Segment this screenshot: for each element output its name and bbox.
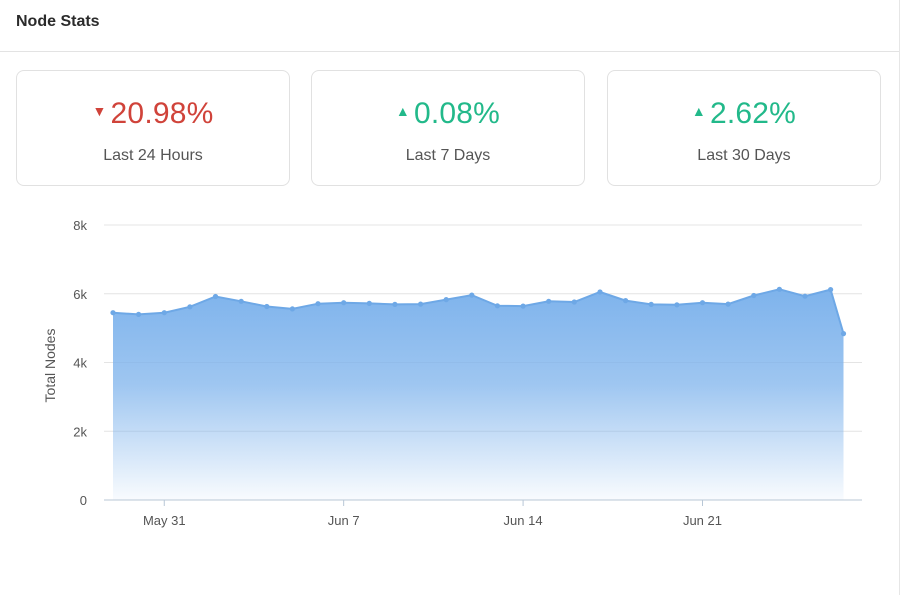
series-line	[112, 288, 845, 334]
stat-card-7d: ▲ 0.08% Last 7 Days	[311, 70, 585, 186]
y-tick-label: 6k	[73, 287, 87, 302]
panel-title: Node Stats	[16, 13, 100, 30]
data-point	[597, 289, 603, 295]
data-point	[674, 302, 680, 308]
data-point	[418, 301, 424, 307]
data-point	[469, 292, 475, 298]
stat-percent: 2.62%	[709, 97, 797, 130]
data-point	[648, 301, 654, 307]
total-nodes-chart: 0 2k 4k 6k 8k Total Nodes May 31 Jun 7 Jun 14 Jun…	[42, 218, 862, 528]
y-tick-label: 4k	[73, 356, 87, 371]
stat-value-24h: ▼ 20.98%	[17, 97, 289, 131]
data-point	[136, 311, 142, 317]
data-point	[212, 293, 219, 300]
y-tick-label: 0	[80, 493, 87, 508]
x-tick-label: Jun 21	[683, 513, 722, 528]
data-point	[161, 310, 167, 316]
data-point	[366, 300, 372, 306]
data-point	[392, 301, 398, 307]
data-point	[725, 301, 731, 307]
data-point	[828, 287, 834, 293]
data-point	[443, 297, 449, 303]
y-tick-label: 2k	[73, 424, 87, 439]
data-point	[776, 286, 783, 292]
data-point	[264, 303, 270, 310]
y-tick-label: 8k	[73, 218, 87, 233]
stat-label-7d: Last 7 Days	[405, 147, 491, 164]
arrow-down-icon: ▼	[92, 103, 107, 119]
data-point	[187, 304, 193, 310]
data-point	[110, 310, 116, 316]
data-point	[699, 300, 706, 306]
data-point	[289, 306, 295, 312]
stat-label-24h: Last 24 Hours	[103, 147, 203, 164]
data-point	[494, 303, 500, 309]
stat-card-30d: ▲ 2.62% Last 30 Days	[607, 70, 881, 186]
stat-percent: 0.08%	[413, 97, 501, 130]
x-tick-label: Jun 7	[328, 513, 360, 528]
arrow-up-icon: ▲	[395, 103, 410, 119]
series-area	[113, 289, 844, 500]
data-point	[238, 298, 244, 304]
stat-value-30d: ▲ 2.62%	[608, 97, 880, 131]
data-point	[571, 299, 577, 305]
x-tick-label: May 31	[143, 513, 186, 528]
panel-header: Node Stats	[0, 0, 899, 52]
stat-percent: 20.98%	[110, 97, 214, 130]
y-axis-title: Total Nodes	[42, 329, 58, 403]
stat-label-30d: Last 30 Days	[697, 147, 791, 164]
data-point	[315, 301, 321, 307]
data-point	[520, 303, 526, 309]
data-point	[840, 331, 847, 337]
data-point	[751, 292, 757, 299]
arrow-up-icon: ▲	[691, 103, 706, 119]
stat-value-7d: ▲ 0.08%	[312, 97, 584, 131]
data-point	[341, 300, 347, 306]
data-point	[546, 298, 552, 304]
stat-card-24h: ▼ 20.98% Last 24 Hours	[16, 70, 290, 186]
x-tick-label: Jun 14	[504, 513, 543, 528]
data-point	[623, 298, 629, 304]
data-point	[802, 293, 808, 299]
